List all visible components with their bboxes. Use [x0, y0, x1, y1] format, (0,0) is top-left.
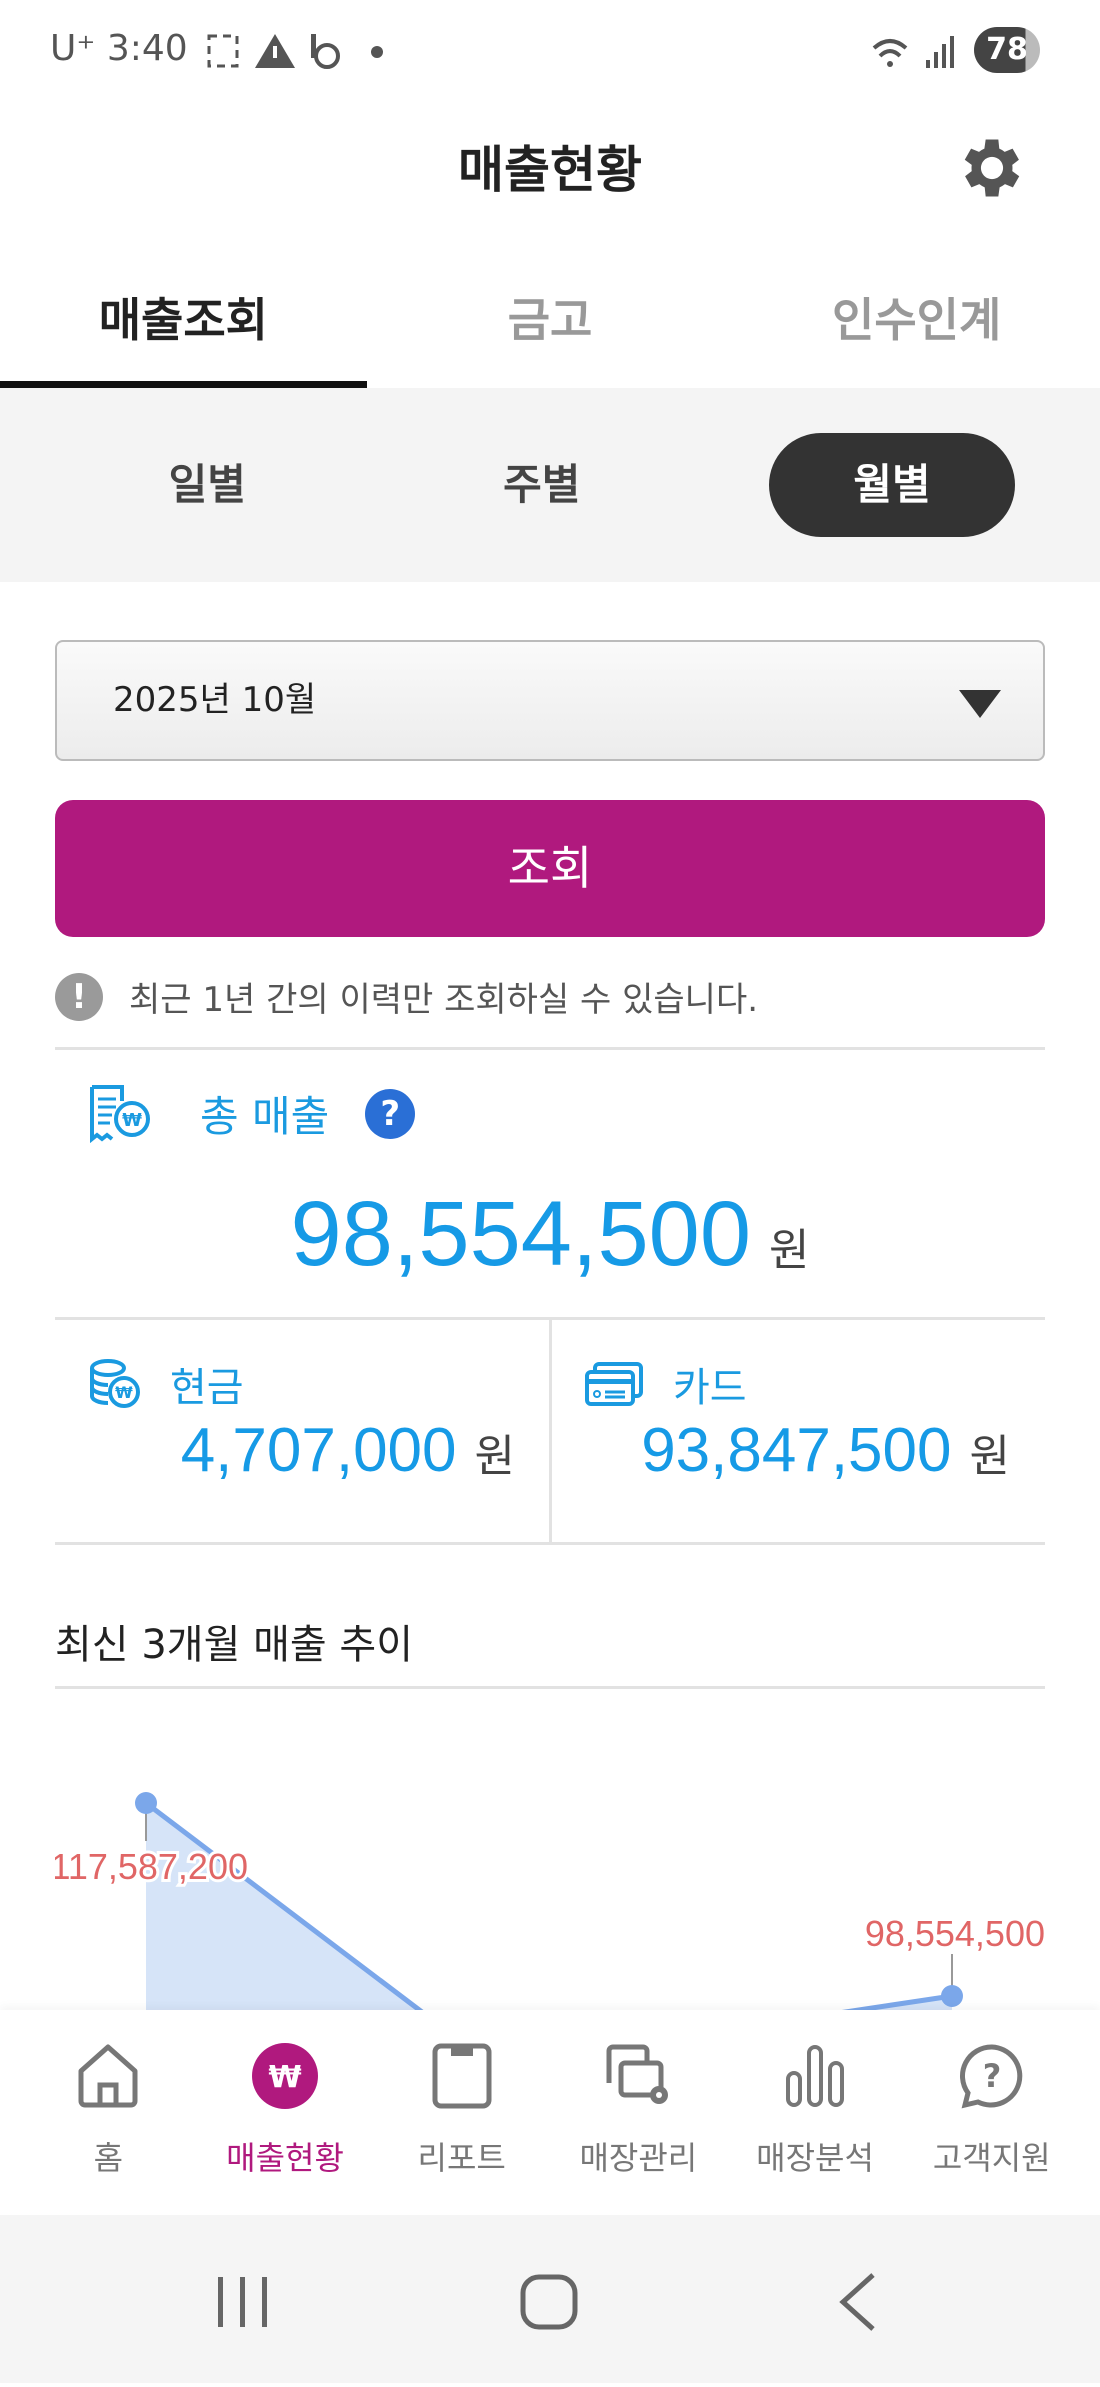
card-amount-value: 93,847,500 — [641, 1416, 952, 1485]
cash-amount-value: 4,707,000 — [180, 1416, 457, 1485]
recents-icon[interactable] — [218, 2277, 267, 2327]
back-icon[interactable] — [839, 2273, 875, 2331]
carrier: U⁺ — [50, 28, 96, 69]
help-icon[interactable]: ? — [365, 1088, 416, 1139]
nav-sales[interactable]: ₩ 매출현황 — [197, 2010, 374, 2215]
total-sales-header: ₩ 총 매출 ? — [88, 1083, 416, 1144]
svg-text:₩: ₩ — [268, 2060, 301, 2095]
coins-won-icon: ₩ — [90, 1359, 140, 1408]
wifi-signal-icons — [872, 36, 954, 68]
divider — [55, 1686, 1045, 1689]
period-monthly[interactable]: 월별 — [769, 433, 1015, 537]
clock: 3:40 — [106, 28, 188, 69]
nav-label: 매장분석 — [756, 2139, 874, 2177]
trend-title: 최신 3개월 매출 추이 — [55, 1622, 413, 1668]
main-tabs: 매출조회 금고 인수인계 — [0, 258, 1100, 388]
nav-label: 매장관리 — [579, 2139, 698, 2177]
card-amount: 93,847,500 원 — [560, 1413, 1010, 1486]
period-daily[interactable]: 일별 — [168, 460, 246, 509]
total-amount-value: 98,554,500 — [290, 1183, 751, 1285]
data-point — [941, 1985, 963, 2007]
total-sales-label: 총 매출 — [200, 1092, 330, 1141]
month-select[interactable]: 2025년 10월 — [55, 640, 1045, 761]
svg-text:₩: ₩ — [122, 1110, 142, 1131]
period-weekly[interactable]: 주별 — [503, 460, 581, 509]
nav-report[interactable]: 리포트 — [373, 2010, 550, 2215]
period-selector: 일별 주별 월별 — [0, 388, 1100, 582]
svg-text:₩: ₩ — [115, 1383, 133, 1402]
gear-icon[interactable] — [954, 130, 1030, 206]
svg-text:?: ? — [982, 2057, 1001, 2095]
currency-unit: 원 — [474, 1431, 515, 1482]
credit-card-icon — [585, 1362, 643, 1406]
nav-customer-support[interactable]: ? 고객지원 — [903, 2010, 1080, 2215]
report-icon — [432, 2043, 492, 2109]
cash-label: 현금 — [170, 1365, 244, 1411]
card-header: 카드 — [585, 1355, 747, 1413]
nav-label: 고객지원 — [932, 2139, 1051, 2177]
search-button[interactable]: 조회 — [55, 800, 1045, 937]
chart-area — [146, 1803, 952, 2010]
divider — [55, 1542, 1045, 1545]
nav-store-analytics[interactable]: 매장분석 — [727, 2010, 904, 2215]
cash-amount: 4,707,000 원 — [60, 1413, 515, 1486]
chart-canvas: 117,587,200 98,554,500 — [50, 1792, 1048, 2010]
card-label: 카드 — [673, 1365, 747, 1411]
status-bar: U⁺ 3:40 78 — [0, 0, 1100, 100]
system-nav-icons — [218, 2273, 875, 2331]
analytics-icon — [786, 2045, 845, 2107]
won-icon: ₩ — [252, 2043, 318, 2109]
system-nav-bar — [0, 2215, 1100, 2383]
notice-text: 최근 1년 간의 이력만 조회하실 수 있습니다. — [129, 980, 759, 1020]
nav-label: 매출현황 — [226, 2139, 344, 2177]
month-select-value: 2025년 10월 — [113, 680, 317, 720]
nav-home[interactable]: 홈 — [20, 2010, 197, 2215]
caret-down-icon — [959, 690, 1001, 718]
total-sales-amount: 98,554,500 원 — [0, 1180, 1100, 1287]
tab-handover[interactable]: 인수인계 — [832, 293, 1002, 347]
notice: ! 최근 1년 간의 이력만 조회하실 수 있습니다. — [55, 972, 758, 1021]
home-icon — [78, 2044, 138, 2108]
nav-label: 홈 — [93, 2139, 124, 2177]
support-icon: ? — [959, 2044, 1022, 2109]
home-button-icon[interactable] — [520, 2274, 578, 2330]
receipt-won-icon: ₩ — [90, 1084, 150, 1143]
tab-sales-inquiry[interactable]: 매출조회 — [0, 258, 367, 388]
data-label: 117,587,200 — [50, 1846, 248, 1887]
currency-unit: 원 — [768, 1225, 810, 1276]
data-label: 98,554,500 — [865, 1913, 1045, 1954]
sales-trend-chart: 117,587,200 98,554,500 — [0, 1686, 1100, 2010]
store-settings-icon — [606, 2044, 669, 2104]
bottom-nav: 홈 ₩ 매출현황 리포트 매장관리 매장분석 ? 고객지원 — [0, 2010, 1100, 2215]
currency-unit: 원 — [969, 1431, 1010, 1482]
divider-vertical — [549, 1318, 552, 1543]
nav-store-management[interactable]: 매장관리 — [550, 2010, 727, 2215]
notification-icons — [207, 34, 383, 69]
nav-label: 리포트 — [417, 2139, 506, 2177]
battery-indicator: 78 — [974, 27, 1040, 73]
page-title: 매출현황 — [458, 141, 642, 199]
divider — [55, 1047, 1045, 1050]
data-point — [135, 1792, 157, 1814]
cash-header: ₩ 현금 — [88, 1355, 244, 1413]
info-icon: ! — [55, 972, 103, 1021]
chart-line — [144, 1801, 953, 2010]
tab-safe[interactable]: 금고 — [507, 293, 593, 347]
